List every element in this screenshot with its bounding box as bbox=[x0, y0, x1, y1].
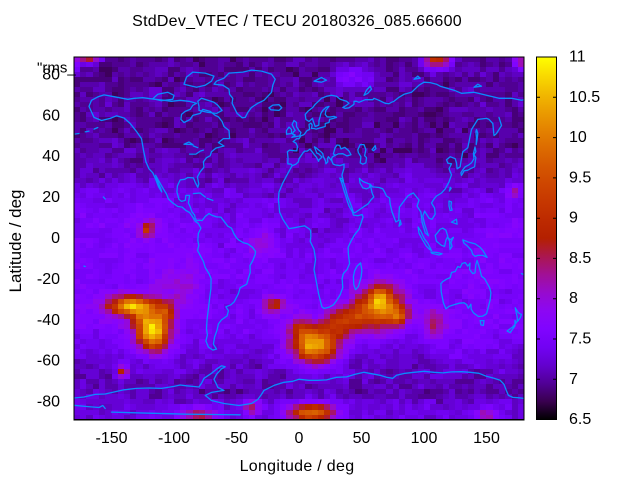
svg-text:8.5: 8.5 bbox=[569, 250, 591, 267]
svg-text:Latitude / deg: Latitude / deg bbox=[6, 189, 25, 292]
svg-text:0: 0 bbox=[51, 230, 60, 247]
svg-text:80: 80 bbox=[42, 66, 60, 83]
svg-text:7.5: 7.5 bbox=[569, 331, 591, 348]
svg-text:-100: -100 bbox=[158, 430, 190, 447]
svg-text:"rms_: "rms_ bbox=[37, 60, 76, 77]
svg-text:100: 100 bbox=[411, 430, 438, 447]
svg-text:6.5: 6.5 bbox=[569, 411, 591, 428]
svg-text:Longitude / deg: Longitude / deg bbox=[240, 458, 355, 475]
svg-text:10.5: 10.5 bbox=[569, 89, 600, 106]
svg-text:11: 11 bbox=[569, 49, 586, 66]
svg-text:9.5: 9.5 bbox=[569, 169, 591, 186]
svg-text:60: 60 bbox=[42, 107, 60, 124]
svg-text:150: 150 bbox=[473, 430, 500, 447]
svg-text:10: 10 bbox=[569, 129, 587, 146]
svg-text:7: 7 bbox=[569, 371, 578, 388]
svg-text:-80: -80 bbox=[37, 394, 60, 411]
svg-text:StdDev_VTEC / TECU 20180326_08: StdDev_VTEC / TECU 20180326_085.66600 bbox=[132, 13, 462, 30]
svg-text:-40: -40 bbox=[37, 312, 60, 329]
svg-text:-20: -20 bbox=[37, 271, 60, 288]
svg-text:0: 0 bbox=[295, 430, 304, 447]
svg-text:20: 20 bbox=[42, 189, 60, 206]
svg-text:50: 50 bbox=[353, 430, 371, 447]
svg-text:-50: -50 bbox=[225, 430, 248, 447]
svg-text:9: 9 bbox=[569, 210, 578, 227]
svg-text:8: 8 bbox=[569, 290, 578, 307]
svg-text:-150: -150 bbox=[95, 430, 127, 447]
svg-text:-60: -60 bbox=[37, 353, 60, 370]
svg-text:40: 40 bbox=[42, 148, 60, 165]
